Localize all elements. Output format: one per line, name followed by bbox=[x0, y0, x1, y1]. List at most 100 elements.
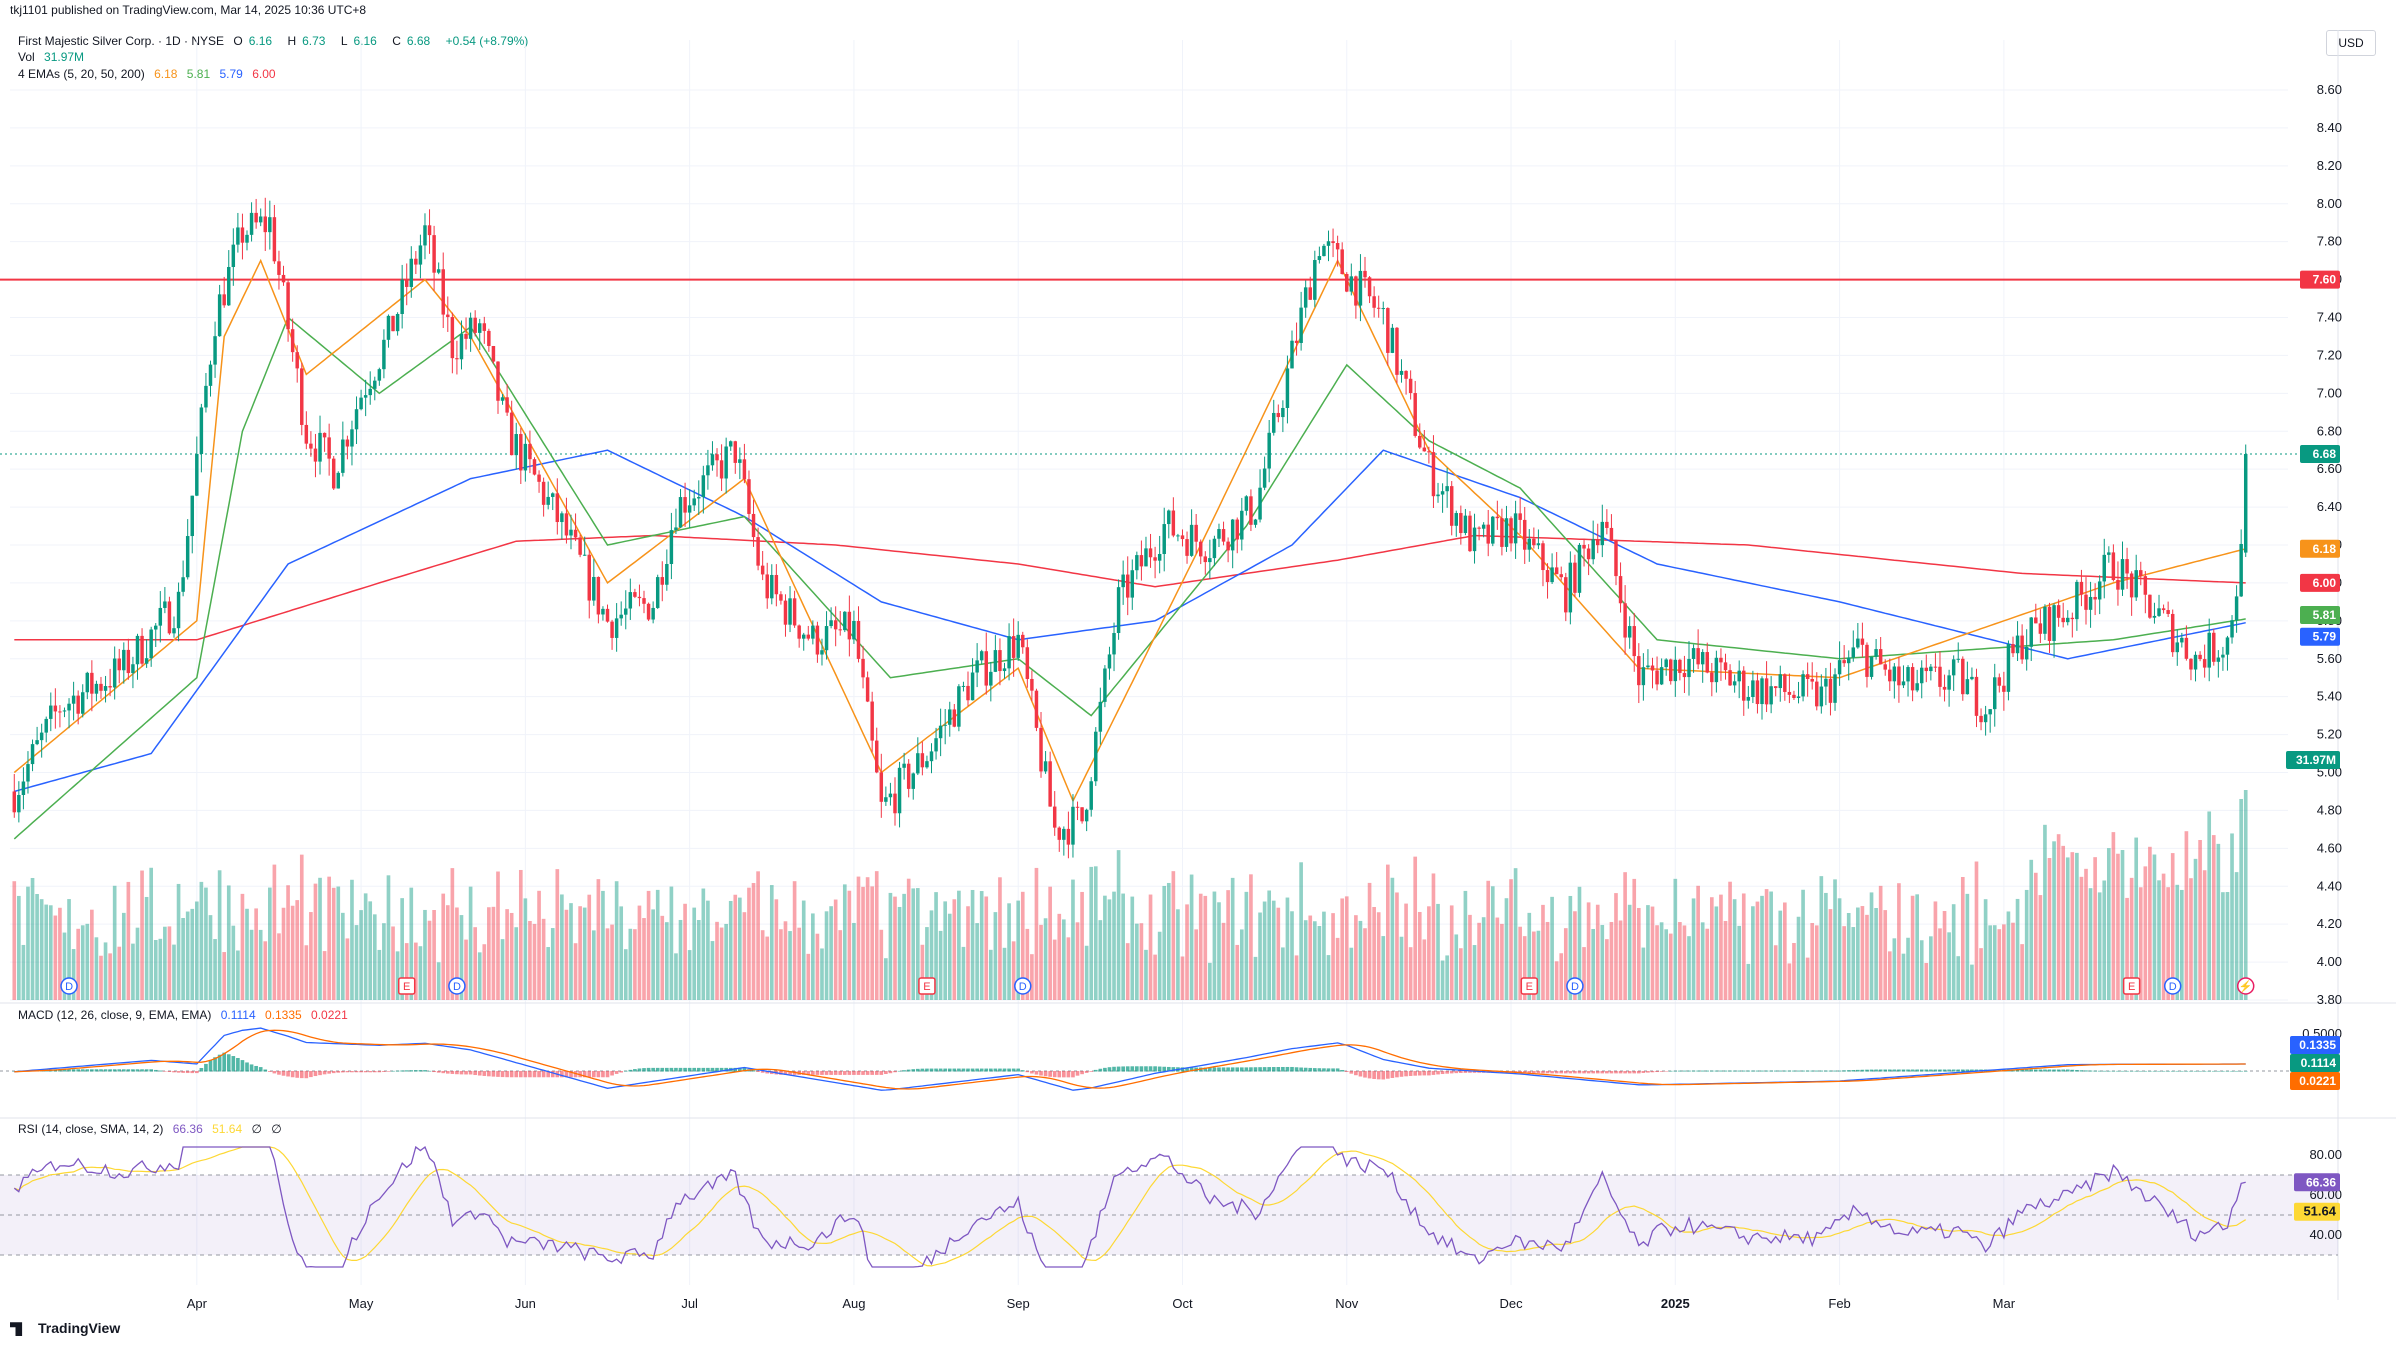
volume-bar bbox=[833, 899, 838, 1000]
volume-bar bbox=[1668, 933, 1673, 1000]
macd-histogram-bar bbox=[1956, 1069, 1961, 1072]
macd-histogram-bar bbox=[1960, 1069, 1965, 1072]
candle-body bbox=[436, 269, 441, 273]
tag-rsi-bg bbox=[2294, 1173, 2340, 1192]
macd-histogram-bar bbox=[801, 1071, 806, 1075]
candle-body bbox=[1518, 513, 1522, 520]
volume-bar bbox=[231, 925, 236, 1000]
volume-bar bbox=[1687, 936, 1691, 1000]
macd-histogram-bar bbox=[441, 1071, 446, 1074]
ema-legend[interactable]: 4 EMAs (5, 20, 50, 200) 6.18 5.81 5.79 6… bbox=[18, 67, 282, 81]
macd-histogram-bar bbox=[295, 1071, 300, 1078]
volume-bar bbox=[2143, 866, 2148, 1000]
macd-histogram-bar bbox=[1052, 1071, 1057, 1078]
macd-histogram-bar bbox=[1034, 1071, 1039, 1075]
candle-body bbox=[1833, 674, 1837, 703]
macd-histogram-bar bbox=[222, 1052, 227, 1072]
volume-bar bbox=[336, 886, 341, 1000]
footer-brand: TradingView bbox=[38, 1320, 121, 1336]
volume-bar bbox=[26, 886, 30, 1000]
candle-body bbox=[833, 620, 838, 630]
candle-body bbox=[1888, 669, 1892, 682]
price-tick-label: 4.40 bbox=[2317, 878, 2342, 893]
volume-bar bbox=[2088, 888, 2093, 1000]
volume-legend[interactable]: Vol 31.97M bbox=[18, 50, 90, 64]
macd-histogram-bar bbox=[1892, 1069, 1897, 1072]
candle-body bbox=[1865, 644, 1869, 677]
macd-histogram-bar bbox=[1591, 1071, 1595, 1074]
macd-histogram-bar bbox=[1828, 1070, 1833, 1072]
volume-bar bbox=[240, 893, 245, 1000]
volume-bar bbox=[2093, 857, 2097, 1000]
macd-histogram-bar bbox=[149, 1069, 154, 1072]
volume-bar bbox=[1760, 895, 1764, 1000]
volume-bar bbox=[1769, 891, 1773, 1000]
candle-body bbox=[1646, 665, 1650, 668]
ema50-line bbox=[14, 449, 2246, 793]
candle-body bbox=[1815, 681, 1819, 707]
macd-histogram-bar bbox=[2052, 1069, 2056, 1072]
candle-body bbox=[2148, 594, 2152, 618]
candle-body bbox=[2152, 615, 2157, 618]
macd-histogram-bar bbox=[1212, 1067, 1217, 1072]
macd-histogram-bar bbox=[1408, 1071, 1413, 1076]
volume-bar bbox=[1577, 886, 1582, 1000]
macd-histogram-bar bbox=[2061, 1069, 2066, 1072]
tradingview-footer[interactable]: TradingView bbox=[10, 1320, 121, 1337]
macd-histogram-bar bbox=[1518, 1071, 1522, 1073]
macd-histogram-bar bbox=[491, 1071, 496, 1077]
macd-histogram-bar bbox=[236, 1057, 240, 1072]
volume-bar bbox=[272, 864, 277, 1000]
macd-histogram-bar bbox=[1404, 1071, 1408, 1077]
volume-bar bbox=[2202, 870, 2207, 1000]
rsi-legend[interactable]: RSI (14, close, SMA, 14, 2) 66.36 51.64 … bbox=[18, 1122, 288, 1136]
candle-body bbox=[1116, 587, 1121, 634]
volume-bar bbox=[1814, 925, 1819, 1000]
volume-bar bbox=[523, 898, 528, 1000]
candle-body bbox=[2125, 559, 2129, 574]
volume-bar bbox=[1673, 878, 1678, 1000]
volume-bar bbox=[1144, 949, 1148, 1000]
event-marker-label: D bbox=[453, 981, 461, 993]
macd-legend[interactable]: MACD (12, 26, close, 9, EMA, EMA) 0.1114… bbox=[18, 1008, 354, 1022]
ema5-value: 6.18 bbox=[154, 67, 178, 81]
volume-bar bbox=[829, 906, 833, 1000]
volume-bar bbox=[213, 939, 217, 1000]
macd-histogram-bar bbox=[404, 1070, 409, 1072]
candle-body bbox=[2225, 637, 2230, 655]
candle-body bbox=[2202, 659, 2207, 668]
candle-body bbox=[1691, 648, 1696, 659]
volume-bar bbox=[874, 871, 879, 1000]
macd-histogram-bar bbox=[1144, 1066, 1148, 1072]
currency-button[interactable]: USD bbox=[2326, 30, 2376, 56]
macd-histogram-bar bbox=[327, 1071, 331, 1074]
candle-body bbox=[1313, 260, 1317, 300]
ema200-value: 6.00 bbox=[252, 67, 276, 81]
candle-body bbox=[1545, 570, 1550, 583]
price-tick-label: 5.20 bbox=[2317, 727, 2342, 742]
volume-bar bbox=[1942, 911, 1947, 1000]
macd-histogram-bar bbox=[893, 1071, 897, 1073]
macd-histogram-bar bbox=[1760, 1070, 1764, 1072]
candle-body bbox=[204, 385, 208, 408]
symbol-legend[interactable]: First Majestic Silver Corp. · 1D · NYSE … bbox=[18, 34, 534, 48]
candle-body bbox=[94, 683, 99, 694]
volume-bar bbox=[322, 951, 327, 1000]
tag-rsi-sma-text: 51.64 bbox=[2303, 1204, 2336, 1219]
candle-body bbox=[1787, 691, 1792, 695]
volume-bar bbox=[436, 962, 441, 1000]
macd-histogram-bar bbox=[418, 1070, 423, 1072]
macd-histogram-bar bbox=[683, 1067, 687, 1072]
candle-body bbox=[669, 530, 674, 565]
candle-body bbox=[824, 626, 829, 651]
candle-body bbox=[1477, 527, 1481, 529]
volume-bar bbox=[1787, 963, 1792, 1000]
price-tick-label: 4.20 bbox=[2317, 916, 2342, 931]
candle-body bbox=[67, 703, 71, 711]
candle-body bbox=[1454, 513, 1459, 526]
macd-histogram-bar bbox=[1545, 1071, 1550, 1074]
candle-body bbox=[870, 701, 874, 741]
macd-histogram-bar bbox=[2024, 1069, 2029, 1072]
candle-body bbox=[1678, 659, 1682, 673]
